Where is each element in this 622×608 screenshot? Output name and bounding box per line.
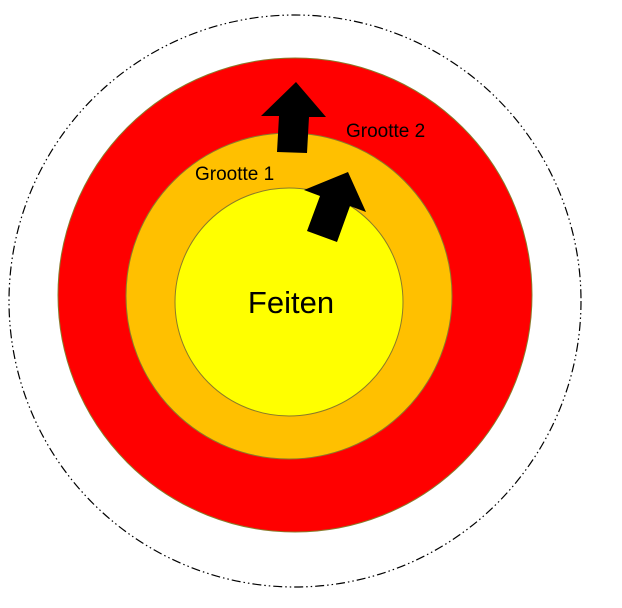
center-label: Feiten	[248, 285, 334, 320]
arrow-up-right-icon	[304, 172, 366, 242]
ring1-label: Grootte 1	[195, 164, 274, 185]
inner-core	[174, 187, 404, 417]
arrow-up-icon	[261, 82, 326, 153]
outer-boundary-circle	[8, 14, 582, 588]
ring2-label: Grootte 2	[346, 121, 425, 142]
